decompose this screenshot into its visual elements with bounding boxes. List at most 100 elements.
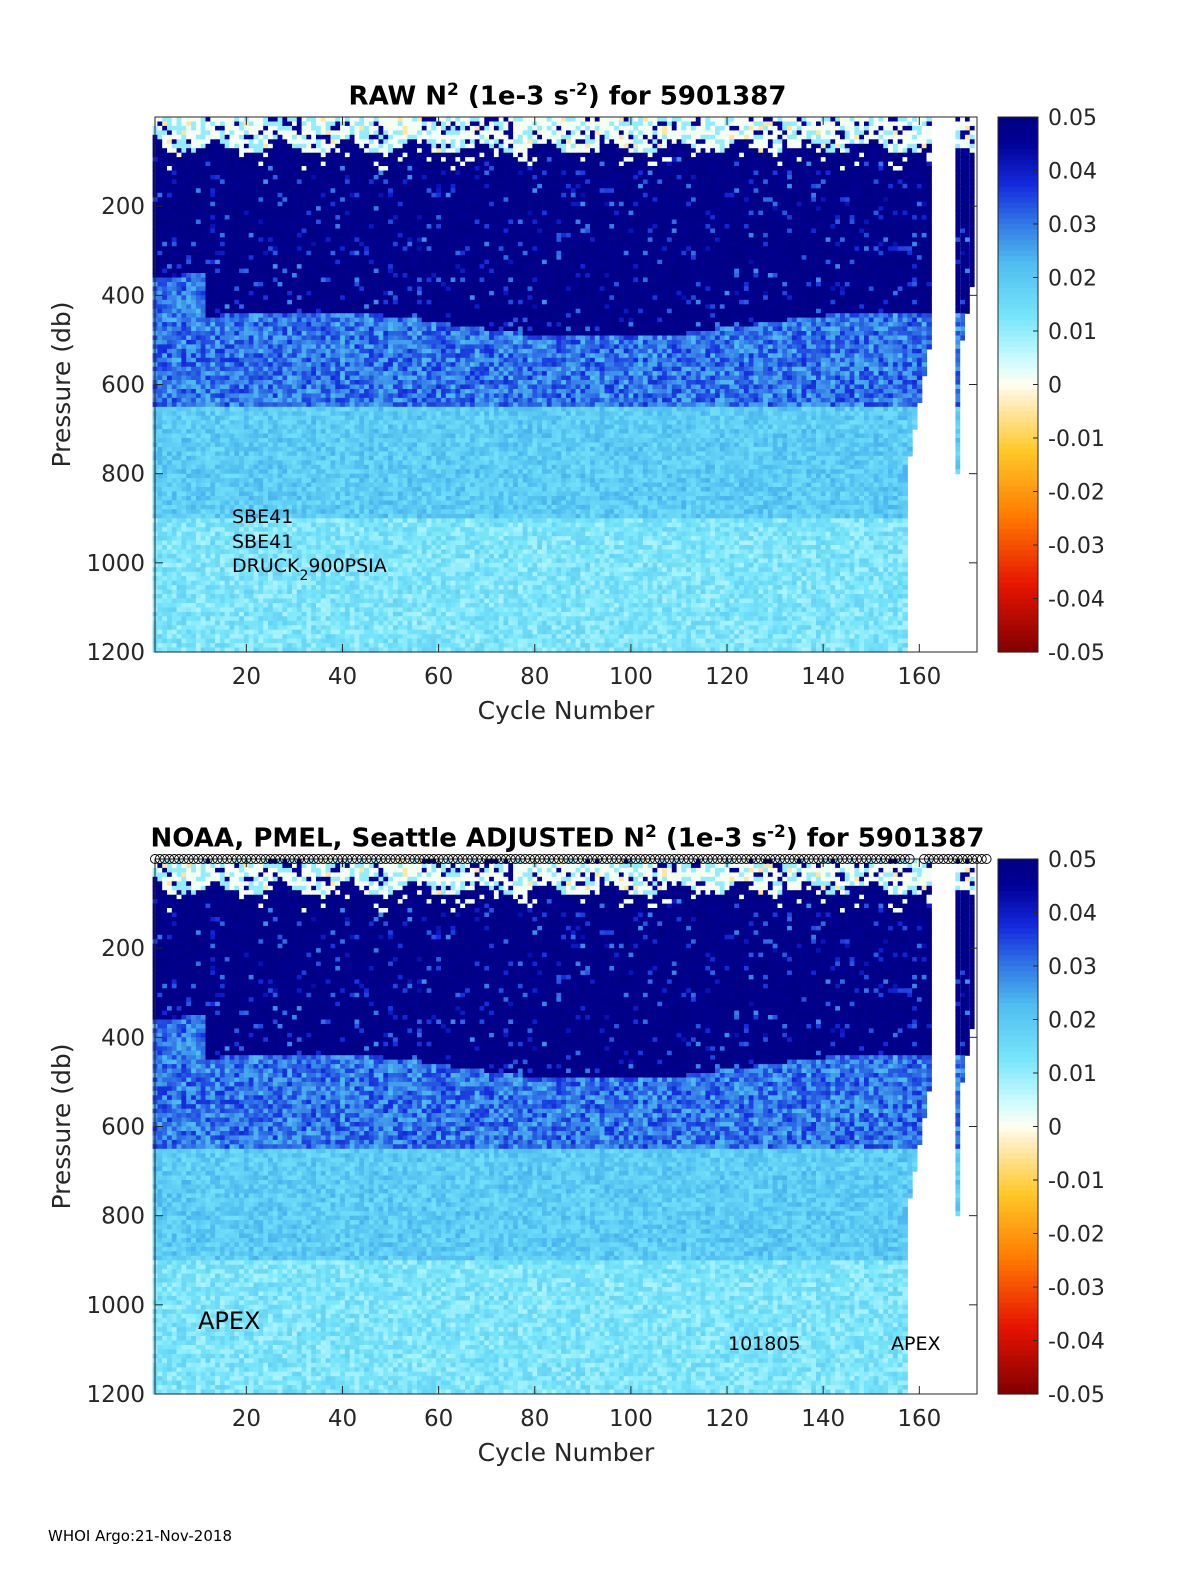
qc-marker [563, 854, 574, 864]
colorbar-tick-label: -0.04 [1048, 1330, 1105, 1355]
qc-marker [549, 854, 559, 864]
qc-marker [967, 854, 978, 864]
x-tick-label: 60 [424, 1406, 453, 1432]
qc-marker [871, 854, 882, 864]
qc-marker [611, 854, 622, 864]
qc-marker [582, 854, 593, 864]
colorbar-tick-label: 0.03 [1048, 213, 1097, 238]
colorbar: 0.05 0.04 0.03 0.02 0.01 0 -0.01 -0.02 -0.03 -0.0… [997, 848, 1105, 1408]
qc-marker [303, 854, 314, 864]
qc-marker [928, 854, 939, 864]
qc-marker [318, 854, 329, 864]
colorbar-tick-label: 0.02 [1048, 1009, 1097, 1034]
qc-marker [933, 854, 944, 864]
qc-marker [212, 854, 223, 864]
qc-marker [890, 854, 901, 864]
x-axis-label: Cycle Number [478, 696, 655, 725]
y-axis: 200 400 600 800 1000 1200 [86, 936, 977, 1408]
qc-marker [755, 854, 766, 864]
qc-marker [289, 854, 300, 864]
x-tick-label: 20 [232, 1406, 261, 1432]
qc-marker [702, 854, 713, 864]
x-tick-label: 20 [232, 664, 261, 690]
qc-marker [428, 854, 439, 864]
x-axis: 20 40 60 80 100 120 140 160 [232, 859, 941, 1432]
qc-marker [515, 854, 526, 864]
qc-marker [299, 854, 309, 864]
qc-marker [241, 854, 252, 864]
qc-marker [390, 854, 401, 864]
qc-marker [669, 854, 680, 864]
qc-marker [948, 854, 958, 864]
qc-marker [707, 854, 718, 864]
chart-title: NOAA, PMEL, Seattle ADJUSTED N2 (1e-3 s-… [0, 822, 1135, 854]
x-tick-label: 40 [328, 1406, 357, 1432]
qc-marker [481, 854, 492, 864]
adjusted-heatmap-chart: 20 40 60 80 100 120 140 160 Cycle Number 200 400 60… [47, 848, 1105, 1467]
y-axis-label: Pressure (db) [47, 302, 76, 468]
qc-marker [823, 854, 833, 864]
qc-marker [520, 854, 531, 864]
qc-marker [496, 854, 507, 864]
qc-marker [452, 854, 463, 864]
qc-marker [847, 854, 857, 864]
qc-marker [433, 854, 444, 864]
qc-marker [616, 854, 627, 864]
qc-marker [169, 854, 180, 864]
annotation-serial-number: 101805 [728, 1333, 801, 1355]
qc-marker [255, 854, 266, 864]
x-tick-label: 80 [520, 664, 549, 690]
qc-marker [693, 854, 704, 864]
qc-marker [842, 854, 853, 864]
qc-marker [246, 854, 257, 864]
y-axis-label: Pressure (db) [47, 1044, 76, 1210]
qc-marker [640, 854, 651, 864]
qc-marker [899, 854, 910, 864]
y-axis: 200 400 600 800 1000 1200 [86, 194, 977, 666]
qc-marker [193, 854, 204, 864]
qc-marker [875, 854, 886, 864]
qc-marker [404, 854, 415, 864]
adjusted-panel: NOAA, PMEL, Seattle ADJUSTED N2 (1e-3 s-… [0, 742, 1200, 1482]
colorbar-tick-label: 0.01 [1048, 320, 1097, 345]
qc-marker [323, 854, 334, 864]
annotation-sbe41-cond: SBE41 [232, 531, 293, 553]
qc-marker [794, 854, 805, 864]
qc-marker [779, 854, 790, 864]
qc-marker [202, 854, 213, 864]
annotation-sbe41-temp: SBE41 [232, 506, 293, 528]
colorbar-tick-label: 0.04 [1048, 902, 1097, 927]
qc-marker [698, 854, 708, 864]
x-tick-label: 120 [705, 1406, 749, 1432]
qc-marker [462, 854, 473, 864]
qc-marker [803, 854, 814, 864]
qc-marker [750, 854, 761, 864]
colorbar-tick-label: -0.02 [1048, 481, 1105, 506]
qc-marker [236, 854, 247, 864]
qc-marker [284, 854, 295, 864]
colorbar-tick-label: -0.03 [1048, 534, 1105, 559]
raw-heatmap-chart: 20 40 60 80 100 120 140 160 Cycle Number 200 400 60… [47, 106, 1105, 725]
qc-marker [395, 854, 406, 864]
colorbar-tick-label: -0.05 [1048, 641, 1105, 666]
qc-marker [943, 854, 954, 864]
qc-marker [957, 854, 968, 864]
x-tick-label: 60 [424, 664, 453, 690]
qc-marker [645, 854, 656, 864]
x-tick-label: 100 [609, 1406, 653, 1432]
qc-marker [448, 854, 458, 864]
y-tick-label: 1000 [86, 551, 145, 577]
qc-marker [265, 854, 276, 864]
qc-marker [385, 854, 396, 864]
qc-marker [414, 854, 425, 864]
qc-marker [198, 854, 209, 864]
qc-marker [424, 854, 434, 864]
qc-marker [674, 854, 684, 864]
x-tick-label: 40 [328, 664, 357, 690]
y-tick-label: 800 [101, 1204, 145, 1230]
qc-marker [260, 854, 271, 864]
y-tick-label: 200 [101, 194, 145, 220]
qc-marker [741, 854, 752, 864]
qc-markers [150, 854, 992, 864]
qc-marker [419, 854, 430, 864]
